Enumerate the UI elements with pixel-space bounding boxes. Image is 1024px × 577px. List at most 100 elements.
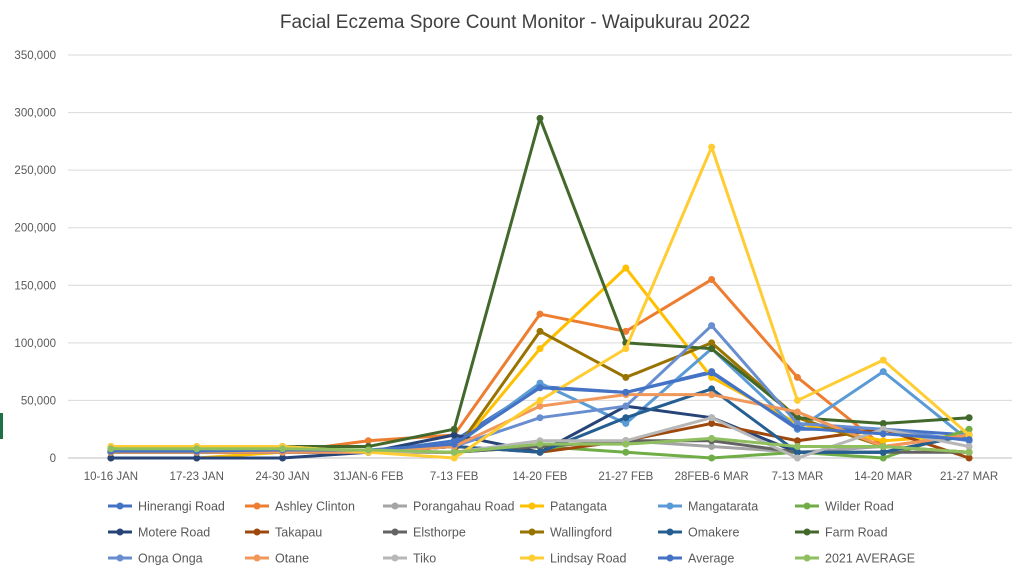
- data-point: [622, 448, 630, 456]
- legend-item[interactable]: Farm Road: [795, 526, 888, 540]
- legend-label: Takapau: [275, 526, 322, 540]
- legend-marker: [253, 528, 261, 536]
- x-tick-label: 21-27 MAR: [940, 471, 998, 483]
- legend-label: Average: [688, 552, 734, 566]
- data-point: [879, 442, 887, 450]
- legend-item[interactable]: Motere Road: [108, 526, 210, 540]
- legend-item[interactable]: Onga Onga: [108, 552, 203, 566]
- data-point: [193, 445, 201, 453]
- data-point: [879, 430, 887, 438]
- legend-item[interactable]: Average: [658, 552, 734, 566]
- legend-item[interactable]: Hinerangi Road: [108, 500, 225, 514]
- x-tick-label: 28FEB-6 MAR: [675, 471, 749, 483]
- legend-label: Patangata: [550, 500, 607, 514]
- legend-label: Wilder Road: [825, 500, 894, 514]
- legend-item[interactable]: Ashley Clinton: [245, 500, 355, 514]
- y-tick-label: 100,000: [14, 338, 56, 350]
- legend-item[interactable]: Takapau: [245, 526, 322, 540]
- data-point: [793, 424, 801, 432]
- legend-marker: [666, 502, 674, 510]
- data-point: [879, 437, 887, 445]
- data-point: [450, 448, 458, 456]
- data-point: [364, 446, 372, 454]
- legend-label: Lindsay Road: [550, 552, 626, 566]
- data-point: [708, 345, 716, 353]
- legend-marker: [391, 528, 399, 536]
- data-point: [879, 356, 887, 364]
- data-point: [708, 454, 716, 462]
- series-lines: [107, 114, 973, 462]
- data-point: [965, 425, 973, 433]
- data-point: [708, 414, 716, 422]
- data-point: [536, 402, 544, 410]
- x-tick-label: 17-23 JAN: [170, 471, 224, 483]
- legend-label: Porangahau Road: [413, 500, 515, 514]
- legend-item[interactable]: Porangahau Road: [383, 500, 515, 514]
- data-point: [622, 440, 630, 448]
- chart-title: Facial Eczema Spore Count Monitor - Waip…: [280, 12, 750, 33]
- x-tick-label: 31JAN-6 FEB: [333, 471, 404, 483]
- data-point: [708, 385, 716, 393]
- x-axis-tick-labels: 10-16 JAN 17-23 JAN 24-30 JAN 31JAN-6 FEB 7-…: [84, 471, 998, 483]
- data-point: [536, 310, 544, 318]
- data-point: [622, 414, 630, 422]
- x-tick-label: 24-30 JAN: [255, 471, 309, 483]
- legend-label: Elsthorpe: [413, 526, 466, 540]
- data-point: [708, 276, 716, 284]
- legend-marker: [666, 554, 674, 562]
- legend-item[interactable]: Wallingford: [520, 526, 612, 540]
- legend-marker: [253, 554, 261, 562]
- data-point: [622, 345, 630, 353]
- data-point: [536, 345, 544, 353]
- legend-item[interactable]: 2021 AVERAGE: [795, 552, 915, 566]
- x-tick-label: 14-20 FEB: [513, 471, 568, 483]
- selection-edge-marker: [0, 413, 3, 439]
- data-point: [622, 327, 630, 335]
- legend-item[interactable]: Patangata: [520, 500, 607, 514]
- y-tick-label: 200,000: [14, 223, 56, 235]
- data-point: [708, 339, 716, 347]
- y-tick-label: 0: [50, 453, 56, 465]
- data-point: [450, 431, 458, 439]
- data-point: [107, 454, 115, 462]
- data-point: [965, 414, 973, 422]
- data-point: [879, 419, 887, 427]
- legend[interactable]: Hinerangi Road Ashley Clinton Porangahau R…: [108, 500, 915, 566]
- data-point: [708, 143, 716, 151]
- x-tick-label: 7-13 MAR: [772, 471, 824, 483]
- legend-label: Ashley Clinton: [275, 500, 355, 514]
- legend-marker: [116, 554, 124, 562]
- legend-marker: [116, 502, 124, 510]
- data-point: [708, 391, 716, 399]
- legend-label: Tiko: [413, 552, 436, 566]
- data-point: [450, 425, 458, 433]
- legend-item[interactable]: Omakere: [658, 526, 739, 540]
- data-point: [450, 440, 458, 448]
- legend-item[interactable]: Otane: [245, 552, 309, 566]
- data-point: [193, 454, 201, 462]
- legend-item[interactable]: Elsthorpe: [383, 526, 466, 540]
- legend-marker: [528, 528, 536, 536]
- legend-label: Onga Onga: [138, 552, 203, 566]
- legend-item[interactable]: Lindsay Road: [520, 552, 626, 566]
- legend-item[interactable]: Mangatarata: [658, 500, 758, 514]
- legend-marker: [803, 502, 811, 510]
- legend-item[interactable]: Wilder Road: [795, 500, 894, 514]
- legend-marker: [253, 502, 261, 510]
- y-tick-label: 250,000: [14, 165, 56, 177]
- data-point: [450, 454, 458, 462]
- data-point: [965, 442, 973, 450]
- data-point: [793, 373, 801, 381]
- data-point: [107, 445, 115, 453]
- data-point: [965, 436, 973, 444]
- y-tick-label: 300,000: [14, 108, 56, 120]
- data-point: [879, 454, 887, 462]
- data-point: [622, 264, 630, 272]
- data-point: [279, 454, 287, 462]
- legend-label: Otane: [275, 552, 309, 566]
- legend-item[interactable]: Tiko: [383, 552, 436, 566]
- legend-label: Omakere: [688, 526, 739, 540]
- x-tick-label: 14-20 MAR: [854, 471, 912, 483]
- data-point: [536, 327, 544, 335]
